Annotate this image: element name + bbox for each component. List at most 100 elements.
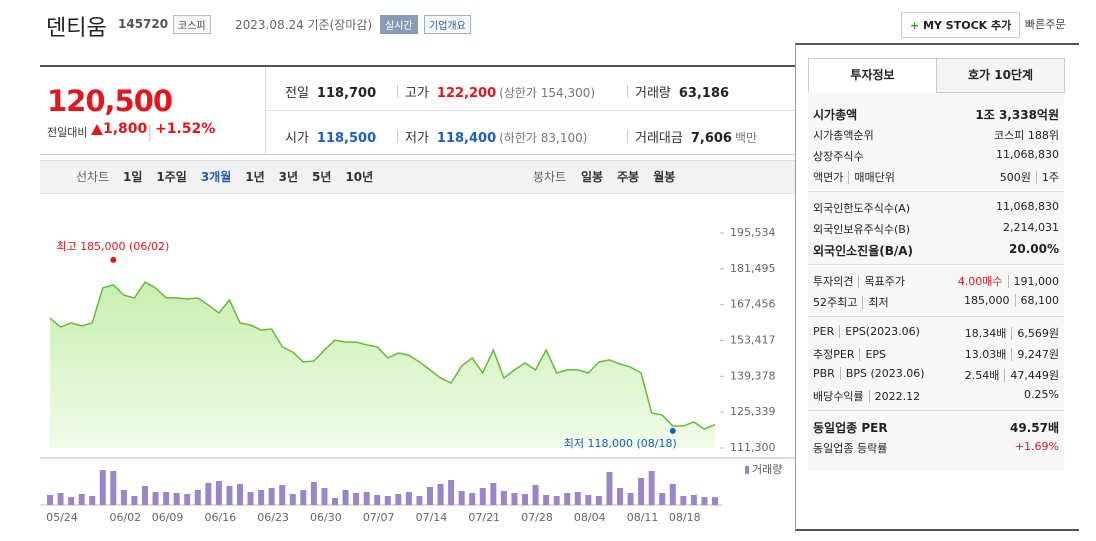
tab[interactable]: 3개월: [200, 170, 232, 184]
date: 2023.08.24 기준(장마감): [235, 18, 373, 32]
label-text: 외국인보유주식수(B): [813, 223, 911, 236]
volume-bar: [226, 486, 233, 505]
label-text: 52주최고: [813, 296, 858, 309]
volume-bar: [690, 495, 697, 505]
stat-label: 고가: [405, 86, 429, 101]
stat-value: 118,400: [436, 131, 497, 146]
volume-bar: [120, 490, 127, 505]
row-value: 4.00매수 191,000: [958, 273, 1059, 289]
tab[interactable]: 1년: [245, 170, 265, 184]
info-row: 투자의견 목표주가 4.00매수 191,000: [813, 273, 1059, 289]
annotation: 최저 118,000 (08/18): [564, 437, 677, 450]
divider: [397, 130, 398, 143]
panel-tab[interactable]: 투자정보: [808, 58, 937, 93]
volume-bar: [215, 481, 222, 505]
value-text: 코스피 188위: [994, 129, 1059, 142]
volume-bar: [268, 488, 275, 505]
volume-bar: [300, 490, 307, 505]
label-text: 2022.12: [874, 390, 921, 403]
stat-label: 시가: [285, 131, 309, 146]
group-divider: [808, 316, 1064, 317]
tab[interactable]: 주봉: [617, 170, 640, 184]
legend-label: 거래량: [752, 463, 782, 476]
stock-code: 145720: [118, 17, 169, 31]
row-label: PER EPS(2023.06): [813, 325, 920, 341]
overview-button[interactable]: 기업개요: [424, 15, 471, 34]
volume-bar: [205, 483, 212, 505]
volume-bar: [416, 496, 423, 505]
tab[interactable]: 5년: [312, 170, 332, 184]
row-value: +1.69%: [1015, 440, 1059, 456]
tab[interactable]: 월봉: [653, 170, 676, 184]
divider: [265, 67, 266, 154]
volume-bar: [289, 494, 296, 505]
info-row: 외국인소진율(B/A) 20.00%: [813, 242, 1059, 259]
mystock-label: MY STOCK 추가: [923, 19, 1012, 32]
stat: 전일 118,700: [285, 82, 376, 101]
volume-bar: [131, 496, 138, 505]
volume-bar: [78, 494, 85, 505]
volume-bar: [627, 493, 634, 505]
value-text: 18.34배: [964, 327, 1007, 340]
volume-bar: [163, 492, 170, 505]
annotation-dot: [669, 427, 676, 434]
volume-bar: [353, 493, 360, 505]
group-divider: [808, 264, 1064, 265]
tab-label: 봉차트: [533, 170, 567, 184]
volume-bar: [405, 492, 412, 505]
group-divider: [808, 410, 1064, 411]
volume-bar: [310, 482, 317, 505]
tab[interactable]: 일봉: [581, 170, 604, 184]
tab[interactable]: 1주일: [156, 170, 187, 184]
stat: 고가 122,200 (상한가 154,300): [405, 82, 595, 101]
price-line: [49, 281, 716, 430]
divider: [627, 130, 628, 143]
stat-label: 저가: [405, 131, 429, 146]
info-row: 외국인보유주식수(B) 2,214,031: [813, 221, 1059, 237]
price-area: [50, 282, 715, 448]
row-label: 시가총액: [813, 106, 857, 123]
tab[interactable]: 1일: [123, 170, 143, 184]
volume-bar: [427, 487, 433, 505]
tab[interactable]: 10년: [345, 170, 374, 184]
change-label: 전일대비: [47, 126, 88, 139]
price-box: [40, 65, 795, 155]
volume-bar: [47, 495, 53, 505]
group-divider: [808, 191, 1064, 192]
market-tag: 코스피: [173, 15, 211, 34]
tab[interactable]: 3년: [278, 170, 299, 184]
panel-tab[interactable]: 호가 10단계: [936, 58, 1065, 93]
quick-order[interactable]: 빠른주문: [1025, 18, 1066, 31]
x-tick-label: 08/11: [627, 511, 659, 524]
row-label: 외국인보유주식수(B): [813, 221, 910, 237]
divider: [266, 110, 795, 111]
y-tick-label: 167,456: [730, 298, 776, 311]
label-text: 최저: [868, 296, 889, 309]
stat-note: (상한가 154,300): [499, 86, 596, 100]
stock-name: 덴티움: [46, 16, 107, 41]
label-text: EPS(2023.06): [845, 325, 920, 338]
x-tick-label: 08/18: [669, 511, 701, 524]
legend-swatch: [745, 466, 749, 474]
y-tick-label: 181,495: [730, 262, 776, 275]
volume-bar: [712, 497, 718, 505]
x-tick-label: 06/23: [257, 511, 289, 524]
stat: 거래대금 7,606 백만: [635, 127, 757, 146]
row-value: 13.03배 9,247원: [965, 346, 1059, 362]
label-text: 투자의견: [813, 275, 854, 288]
label-text: 시가총액: [813, 108, 858, 122]
y-tick-label: 195,534: [730, 226, 776, 239]
realtime-button[interactable]: 실시간: [380, 15, 418, 34]
info-row: 52주최고 최저 185,000 68,100: [813, 294, 1059, 310]
value-text: 1조 3,338억원: [975, 108, 1059, 122]
value-text: 500원: [999, 171, 1031, 184]
row-label: 52주최고 최저: [813, 294, 889, 310]
label-text: 외국인소진율(B/A): [813, 244, 914, 258]
info-row: 외국인한도주식수(A) 11,068,830: [813, 200, 1059, 216]
volume-bar: [395, 494, 402, 505]
mystock-button[interactable]: + MY STOCK 추가: [901, 12, 1021, 38]
volume-bar: [680, 496, 687, 505]
volume-bar: [638, 478, 645, 505]
label-text: EPS: [865, 348, 887, 361]
stat-label: 전일: [285, 86, 309, 101]
